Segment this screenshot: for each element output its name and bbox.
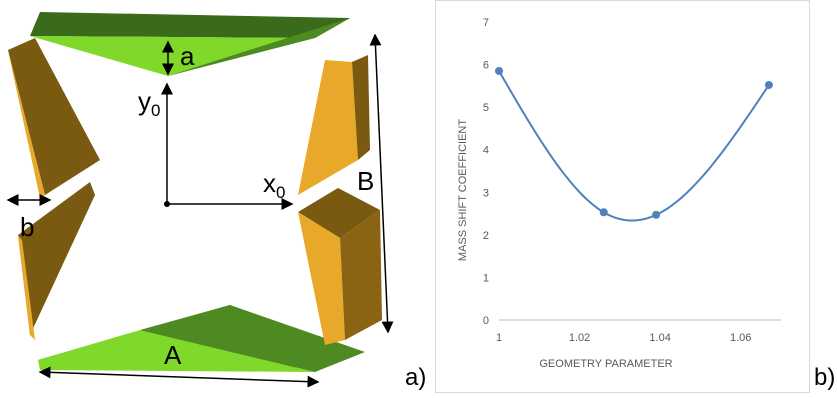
x-tick-label: 1.04 [649,332,670,344]
geometry-diagram: a b A B y0 x0 [6,12,394,388]
x-axis-title: GEOMETRY PARAMETER [539,358,672,370]
dimension-A-arrow [38,366,320,388]
y-tick-label: 3 [483,187,489,199]
right-upper-prism [298,55,370,195]
x-tick-label: 1 [496,332,502,344]
data-point [652,210,661,219]
panel-label-a: a) [405,364,427,391]
y-tick-label: 7 [483,17,489,29]
label-y0-sub: 0 [151,101,160,120]
dimension-B-arrow [369,33,394,334]
label-x0-main: x [263,168,276,198]
label-a-small: a [180,41,195,71]
y-tick-label: 2 [483,230,489,242]
series-line [498,70,770,222]
bottom-prism [38,305,365,372]
y-tick-label: 6 [483,60,489,72]
label-x0: x0 [263,168,285,202]
y-axis-title: MASS SHIFT COEFFICIENT [457,119,469,261]
label-b-small: b [20,212,34,242]
y-tick-label: 5 [483,102,489,114]
label-y0: y0 [138,86,160,120]
left-upper-prism [8,38,100,198]
label-B-big: B [357,166,374,196]
data-point [599,208,608,217]
x-tick-label: 1.06 [730,332,751,344]
chart-frame [435,0,810,393]
y-tick-label: 4 [483,145,489,157]
chart-series [495,66,773,222]
y-tick-label: 1 [483,272,489,284]
x-tick-label: 1.02 [569,332,590,344]
left-lower-prism [18,182,95,340]
label-x0-sub: 0 [276,183,285,202]
label-y0-main: y [138,86,151,116]
panel-label-b: b) [814,364,836,391]
data-point [764,81,773,90]
y-tick-label: 0 [483,315,489,327]
right-lower-prism [298,188,382,345]
label-A-big: A [164,340,182,370]
data-point [495,66,503,75]
